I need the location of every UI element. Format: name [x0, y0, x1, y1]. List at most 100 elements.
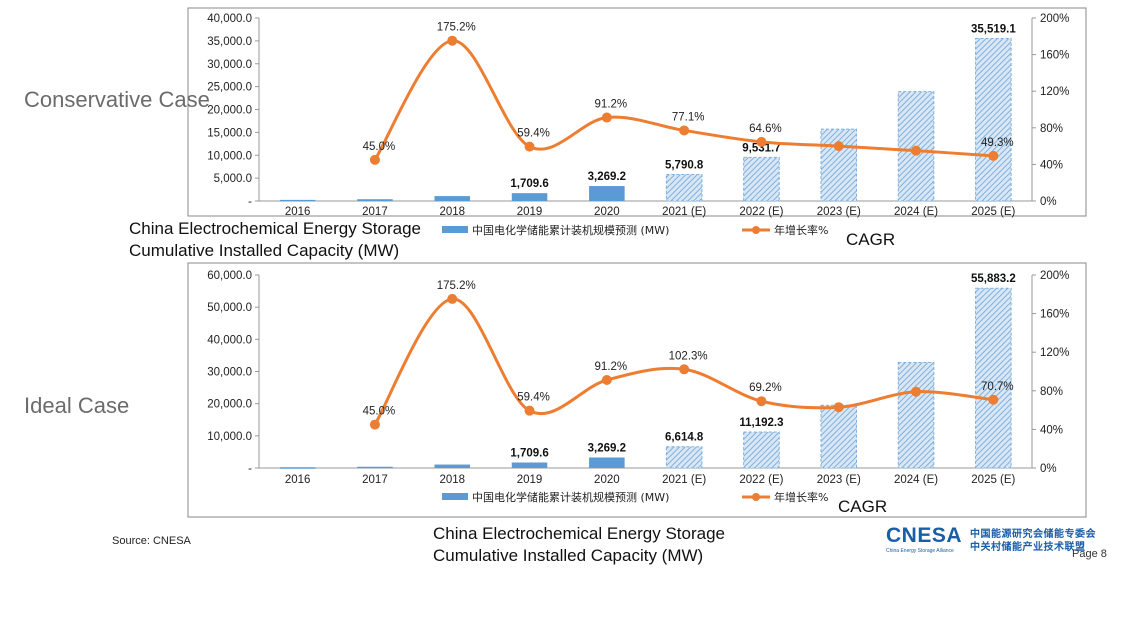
y-tick-label-left: 30,000.0 [207, 59, 252, 71]
bar [743, 156, 780, 202]
bar [511, 193, 548, 201]
ideal-case-label: Ideal Case [24, 393, 130, 418]
bar-value-label: 3,269.2 [588, 442, 626, 454]
chart-conservative: - 5,000.0 10,000.0 15,000.0 20,000.0 25,000.0… [187, 7, 1087, 237]
chart-ideal: - 10,000.0 20,000.0 30,000.0 40,000.0 50,000.… [187, 262, 1087, 518]
growth-rate-label: 91.2% [595, 99, 628, 111]
y-tick-label-right: 0% [1040, 463, 1057, 475]
growth-rate-point [756, 396, 767, 407]
x-tick-label: 2016 [285, 206, 311, 218]
y-tick-label-left: 50,000.0 [207, 302, 252, 314]
chart-frame [187, 262, 1087, 518]
growth-rate-label: 69.2% [749, 382, 782, 394]
y-tick-label-left: 15,000.0 [207, 127, 252, 139]
growth-rate-point [911, 145, 922, 156]
growth-rate-point [369, 419, 380, 430]
bar [975, 38, 1012, 202]
y-tick-label-right: 200% [1040, 13, 1069, 25]
growth-rate-label: 70.7% [981, 381, 1014, 393]
x-tick-label: 2016 [285, 474, 311, 486]
y-tick-label-left: 5,000.0 [214, 173, 252, 185]
x-tick-label: 2025 (E) [971, 206, 1015, 218]
growth-rate-point [601, 112, 612, 123]
y-tick-label-left: - [248, 196, 252, 208]
growth-rate-label: 59.4% [517, 392, 550, 404]
cnesa-logo: CNESA China Energy Storage Alliance 中国能源… [886, 522, 1116, 556]
y-tick-label-right: 0% [1040, 196, 1057, 208]
x-tick-label: 2019 [517, 206, 543, 218]
capacity-title-bottom: China Electrochemical Energy Storage Cum… [433, 524, 725, 565]
y-tick-label-left: 60,000.0 [207, 270, 252, 282]
x-tick-label: 2023 (E) [817, 206, 861, 218]
growth-rate-point [601, 374, 612, 385]
growth-rate-point [988, 150, 999, 161]
x-tick-label: 2020 [594, 206, 620, 218]
y-tick-label-right: 40% [1040, 424, 1063, 436]
growth-rate-label: 175.2% [437, 22, 476, 34]
growth-rate-point [524, 141, 535, 152]
chart-frame [187, 7, 1087, 217]
y-tick-label-left: 35,000.0 [207, 36, 252, 48]
page-number: Page 8 [1072, 548, 1107, 560]
growth-rate-point [447, 293, 458, 304]
bar [743, 431, 780, 469]
growth-rate-point [756, 136, 767, 147]
growth-rate-point [833, 402, 844, 413]
bar-value-label: 55,883.2 [971, 273, 1016, 285]
bar-value-label: 9,531.7 [742, 142, 780, 154]
logo-cn-line2: 中关村储能产业技术联盟 [970, 542, 1086, 553]
y-tick-label-right: 160% [1040, 50, 1069, 62]
y-tick-label-right: 80% [1040, 386, 1063, 398]
bar-value-label: 6,614.8 [665, 432, 704, 444]
legend-marker-line [752, 493, 760, 501]
y-tick-label-right: 80% [1040, 123, 1063, 135]
growth-rate-label: 49.3% [981, 137, 1014, 149]
bar [589, 457, 625, 468]
growth-rate-label: 64.6% [749, 123, 782, 135]
y-tick-label-left: 40,000.0 [207, 13, 252, 25]
y-tick-label-left: 10,000.0 [207, 431, 252, 443]
bar [357, 199, 393, 201]
growth-rate-label: 102.3% [669, 350, 708, 362]
bar [357, 466, 393, 469]
growth-rate-point [988, 394, 999, 405]
bar [820, 404, 858, 469]
bar-value-label: 35,519.1 [971, 24, 1016, 36]
y-tick-label-right: 160% [1040, 309, 1069, 321]
y-tick-label-left: 30,000.0 [207, 367, 252, 379]
source-note: Source: CNESA [112, 535, 191, 547]
cagr-label-bottom: CAGR [838, 497, 888, 516]
x-tick-label: 2020 [594, 474, 620, 486]
y-tick-label-left: 20,000.0 [207, 399, 252, 411]
growth-rate-label: 77.1% [672, 111, 705, 123]
y-tick-label-right: 40% [1040, 159, 1063, 171]
bar-value-label: 1,709.6 [510, 178, 548, 190]
growth-rate-point [679, 364, 690, 375]
x-tick-label: 2024 (E) [894, 474, 938, 486]
x-tick-label: 2023 (E) [817, 474, 861, 486]
bar-value-label: 11,192.3 [739, 417, 783, 429]
bar [434, 464, 471, 468]
growth-rate-point [447, 35, 458, 46]
y-tick-label-left: - [248, 463, 252, 475]
y-tick-label-left: 40,000.0 [207, 334, 252, 346]
growth-rate-point [369, 154, 380, 165]
bar [434, 196, 471, 201]
bar [665, 174, 703, 202]
growth-rate-label: 175.2% [437, 280, 476, 292]
logo-cn-line1: 中国能源研究会储能专委会 [970, 529, 1096, 540]
growth-rate-label: 59.4% [517, 128, 550, 140]
bar [511, 462, 548, 468]
conservative-case-label: Conservative Case [24, 87, 210, 112]
logo-wordmark: CNESA [886, 524, 963, 547]
growth-rate-point [833, 141, 844, 152]
bar-value-label: 5,790.8 [665, 160, 704, 172]
growth-rate-point [679, 125, 690, 136]
legend-marker-line [752, 226, 760, 234]
legend-label-bar: 中国电化学储能累计装机规模预测 (MW) [472, 490, 669, 504]
y-tick-label-right: 120% [1040, 86, 1069, 98]
x-tick-label: 2017 [362, 474, 388, 486]
legend-label-line: 年增长率% [774, 223, 828, 237]
capacity-title-top: China Electrochemical Energy Storage Cum… [129, 219, 421, 260]
bar-value-label: 3,269.2 [588, 171, 626, 183]
